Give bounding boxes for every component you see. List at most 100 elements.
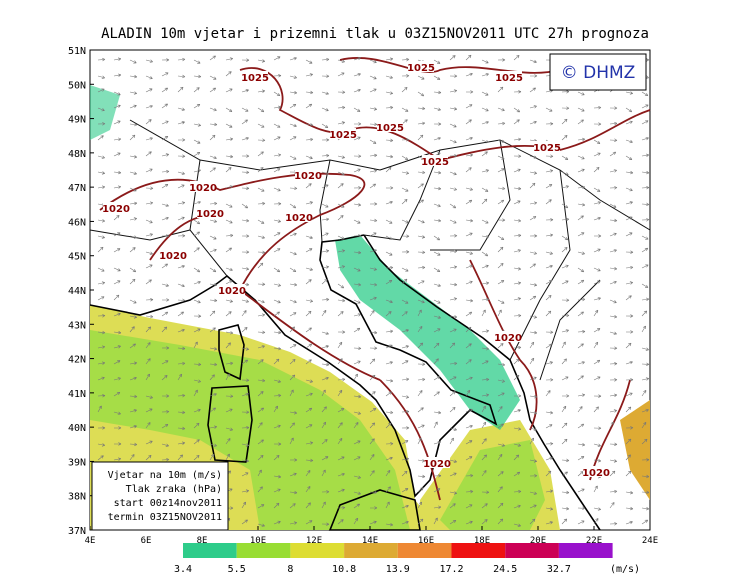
copyright: © DHMZ [561,63,636,83]
wind-arrow [257,407,265,413]
wind-arrow [273,358,280,365]
wind-arrow [257,59,266,63]
wind-arrow [145,440,153,445]
wind-arrow [289,75,297,79]
wind-arrow [193,299,201,304]
wind-arrow [145,264,153,269]
latitude-label: 40N [68,423,86,434]
wind-arrow [193,341,198,349]
wind-arrow [353,491,361,495]
wind-arrow [513,374,520,381]
wind-arrow [161,72,169,77]
wind-arrow [417,75,425,80]
wind-arrow [545,390,551,397]
wind-arrow [465,153,474,157]
wind-arrow [337,235,345,240]
wind-arrow [385,299,393,304]
wind-arrow [625,139,633,144]
wind-arrow [529,504,537,509]
wind-arrow [273,475,282,479]
wind-arrow [161,263,168,269]
wind-arrow [193,87,200,93]
wind-arrow [481,187,489,192]
wind-arrow [401,86,408,93]
wind-arrow [433,410,442,415]
wind-arrow [305,155,313,160]
isobar [239,67,651,161]
wind-arrow [433,203,441,208]
wind-arrow [497,486,503,493]
wind-arrow [321,249,330,253]
wind-arrow [177,86,184,93]
wind-arrow [497,379,506,383]
wind-arrow [561,106,570,110]
wind-arrow [545,107,553,112]
wind-arrow [241,310,247,317]
wind-arrow [465,187,473,191]
longitude-label: 24E [642,536,658,546]
wind-arrow [561,458,570,463]
wind-arrow [481,470,487,477]
wind-arrow [577,311,584,317]
wind-arrow [353,88,361,93]
wind-arrow [625,155,633,161]
wind-arrow [369,202,378,206]
wind-arrow [545,521,553,525]
wind-arrow [337,215,344,221]
isobar-label-bg [242,71,268,82]
wind-arrow [577,456,585,461]
wind-arrow [561,358,567,365]
wind-arrow [561,185,569,189]
wind-arrow [145,298,154,302]
wind-arrow [193,59,201,64]
wind-arrow [129,134,136,141]
wind-arrow [513,186,522,191]
wind-arrow [465,72,473,77]
wind-arrow [577,423,585,429]
wind-arrow [513,504,521,509]
wind-arrow [593,443,601,447]
wind-arrow [273,424,281,429]
colorbar-segment [451,543,506,558]
wind-arrow [641,490,650,495]
wind-arrow [273,136,281,141]
wind-arrow [225,438,231,445]
wind-arrow [305,183,312,189]
wind-arrow [577,215,584,221]
wind-arrow [305,327,312,333]
wind-arrow [433,59,441,64]
wind-arrow [529,474,538,478]
wind-arrow [641,170,650,175]
wind-arrow [177,441,186,445]
wind-arrow [161,216,169,221]
wind-arrow [177,454,184,461]
wind-arrow [561,376,569,381]
wind-arrow [241,154,250,158]
wind-arrow [225,167,232,173]
wind-arrow [257,151,264,157]
wind-arrow [337,90,346,94]
wind-arrow [465,311,473,317]
wind-arrow [193,422,200,429]
wind-arrow [129,74,138,79]
wind-arrow [609,522,618,526]
wind-arrow [465,424,473,429]
wind-arrow [321,107,329,112]
wind-arrow [129,278,136,285]
wind-arrow [369,422,376,429]
wind-arrow [321,331,329,335]
wind-arrow [577,361,585,365]
wind-arrow [417,235,426,239]
wind-arrow [113,232,121,237]
latitude-label: 39N [68,457,86,468]
wind-arrow [625,438,632,445]
wind-arrow [401,187,409,192]
wind-arrow [529,411,538,415]
wind-arrow [401,107,409,112]
wind-arrow [353,299,361,304]
wind-arrow [609,121,618,126]
wind-arrow [641,438,648,445]
wind-arrow [145,88,153,93]
wind-arrow [273,442,282,446]
wind-arrow [321,279,328,285]
